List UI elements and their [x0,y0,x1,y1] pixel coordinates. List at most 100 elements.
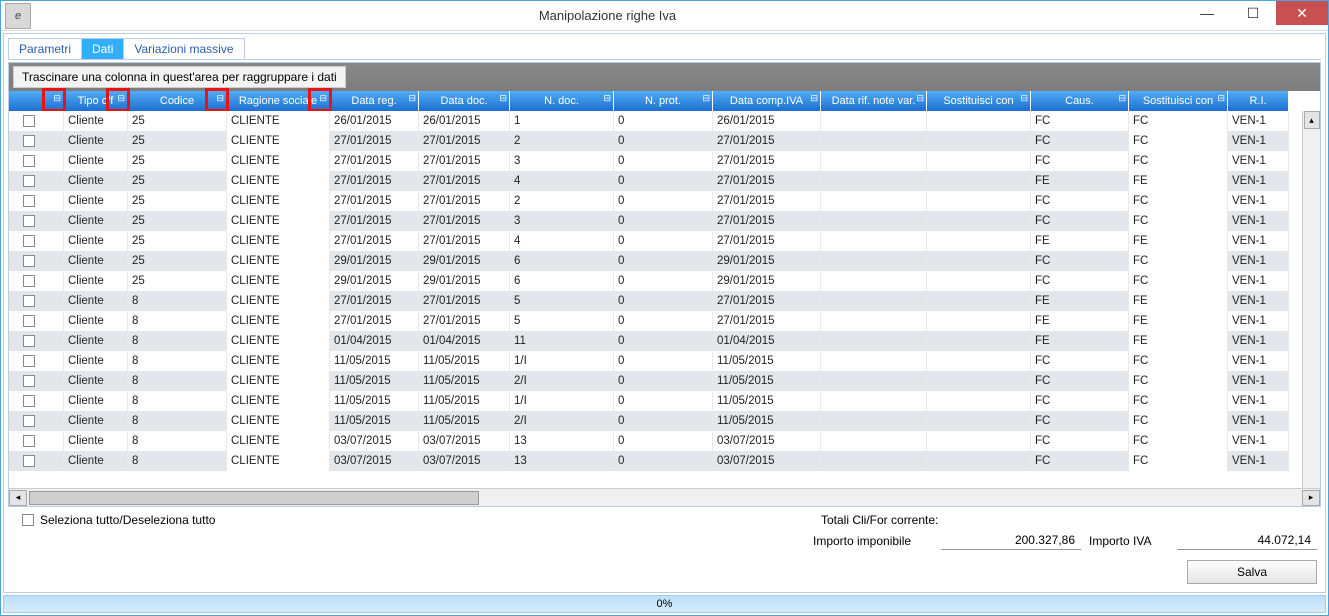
column-header-7[interactable]: N. prot.⊟ [614,91,713,111]
cell: 13 [510,451,614,471]
row-checkbox[interactable] [23,215,35,227]
row-checkbox[interactable] [23,175,35,187]
column-header-3[interactable]: Ragione sociale⊟ [227,91,330,111]
cell [821,131,927,151]
row-checkbox[interactable] [23,155,35,167]
cell [9,271,64,291]
column-header-13[interactable]: R.I. [1228,91,1289,111]
row-checkbox[interactable] [23,275,35,287]
table-row[interactable]: Cliente8CLIENTE01/04/201501/04/201511001… [9,331,1320,351]
row-checkbox[interactable] [23,315,35,327]
group-bar[interactable]: Trascinare una colonna in quest'area per… [9,63,1320,91]
row-checkbox[interactable] [23,375,35,387]
column-header-1[interactable]: Tipo c/f⊟ [64,91,128,111]
hscroll-track[interactable] [27,490,1302,506]
tab-dati[interactable]: Dati [81,38,124,59]
minimize-button[interactable]: — [1184,1,1230,25]
table-row[interactable]: Cliente8CLIENTE11/05/201511/05/20152/I01… [9,411,1320,431]
table-row[interactable]: Cliente8CLIENTE27/01/201527/01/20155027/… [9,291,1320,311]
row-checkbox[interactable] [23,415,35,427]
cell: VEN-1 [1228,191,1289,211]
scroll-right-button[interactable]: ▸ [1302,490,1320,506]
cell: 27/01/2015 [713,131,821,151]
cell [927,391,1031,411]
column-header-9[interactable]: Data rif. note var.⊟ [821,91,927,111]
cell: 8 [128,331,227,351]
cell: 27/01/2015 [419,131,510,151]
row-checkbox[interactable] [23,295,35,307]
tab-parametri[interactable]: Parametri [8,38,82,59]
cell [821,231,927,251]
table-row[interactable]: Cliente8CLIENTE27/01/201527/01/20155027/… [9,311,1320,331]
maximize-button[interactable]: ☐ [1230,1,1276,25]
table-row[interactable]: Cliente8CLIENTE11/05/201511/05/20151/I01… [9,351,1320,371]
table-row[interactable]: Cliente25CLIENTE27/01/201527/01/20153027… [9,211,1320,231]
column-header-10[interactable]: Sostituisci con⊟ [927,91,1031,111]
cell [9,191,64,211]
table-row[interactable]: Cliente25CLIENTE27/01/201527/01/20153027… [9,151,1320,171]
cell: 27/01/2015 [419,211,510,231]
table-row[interactable]: Cliente25CLIENTE27/01/201527/01/20154027… [9,171,1320,191]
row-checkbox[interactable] [23,395,35,407]
save-button[interactable]: Salva [1187,560,1317,584]
cell: Cliente [64,391,128,411]
table-row[interactable]: Cliente25CLIENTE26/01/201526/01/20151026… [9,111,1320,131]
table-row[interactable]: Cliente8CLIENTE03/07/201503/07/201513003… [9,431,1320,451]
cell: 8 [128,351,227,371]
cell: 8 [128,371,227,391]
group-bar-hint: Trascinare una colonna in quest'area per… [13,66,346,88]
cell: CLIENTE [227,291,330,311]
column-header-5[interactable]: Data doc.⊟ [419,91,510,111]
cell [9,151,64,171]
cell: 01/04/2015 [419,331,510,351]
column-header-4[interactable]: Data reg.⊟ [330,91,419,111]
row-checkbox[interactable] [23,135,35,147]
row-checkbox[interactable] [23,435,35,447]
cell: 5 [510,311,614,331]
cell: 0 [614,331,713,351]
row-checkbox[interactable] [23,455,35,467]
row-checkbox[interactable] [23,115,35,127]
vertical-scrollbar[interactable]: ▴ [1302,111,1320,488]
table-row[interactable]: Cliente25CLIENTE27/01/201527/01/20154027… [9,231,1320,251]
table-row[interactable]: Cliente25CLIENTE29/01/201529/01/20156029… [9,271,1320,291]
row-checkbox[interactable] [23,195,35,207]
cell [9,291,64,311]
column-header-2[interactable]: Codice⊟ [128,91,227,111]
column-header-8[interactable]: Data comp.IVA⊟ [713,91,821,111]
select-all-checkbox[interactable]: Seleziona tutto/Deseleziona tutto [12,513,215,527]
cell: FC [1129,351,1228,371]
cell: 0 [614,271,713,291]
app-icon: e [5,3,31,29]
cell: 0 [614,131,713,151]
row-checkbox[interactable] [23,355,35,367]
cell [927,151,1031,171]
cell: 3 [510,211,614,231]
table-row[interactable]: Cliente8CLIENTE11/05/201511/05/20151/I01… [9,391,1320,411]
totals-panel: Totali Cli/For corrente: Importo imponib… [813,513,1317,550]
close-button[interactable]: ✕ [1276,1,1328,25]
column-header-0[interactable]: ⊟ [9,91,64,111]
table-row[interactable]: Cliente25CLIENTE27/01/201527/01/20152027… [9,191,1320,211]
table-row[interactable]: Cliente25CLIENTE27/01/201527/01/20152027… [9,131,1320,151]
horizontal-scrollbar[interactable]: ◂ ▸ [9,488,1320,506]
row-checkbox[interactable] [23,255,35,267]
scroll-left-button[interactable]: ◂ [9,490,27,506]
cell: Cliente [64,251,128,271]
column-header-6[interactable]: N. doc.⊟ [510,91,614,111]
cell: 25 [128,271,227,291]
cell [927,231,1031,251]
column-header-11[interactable]: Caus.⊟ [1031,91,1129,111]
row-checkbox[interactable] [23,235,35,247]
row-checkbox[interactable] [23,335,35,347]
column-header-12[interactable]: Sostituisci con⊟ [1129,91,1228,111]
table-row[interactable]: Cliente8CLIENTE03/07/201503/07/201513003… [9,451,1320,471]
cell [821,371,927,391]
tab-variazioni-massive[interactable]: Variazioni massive [123,38,244,59]
scroll-up-button[interactable]: ▴ [1304,111,1320,129]
table-row[interactable]: Cliente25CLIENTE29/01/201529/01/20156029… [9,251,1320,271]
hscroll-thumb[interactable] [29,491,479,505]
cell: CLIENTE [227,211,330,231]
cell [821,391,927,411]
table-row[interactable]: Cliente8CLIENTE11/05/201511/05/20152/I01… [9,371,1320,391]
